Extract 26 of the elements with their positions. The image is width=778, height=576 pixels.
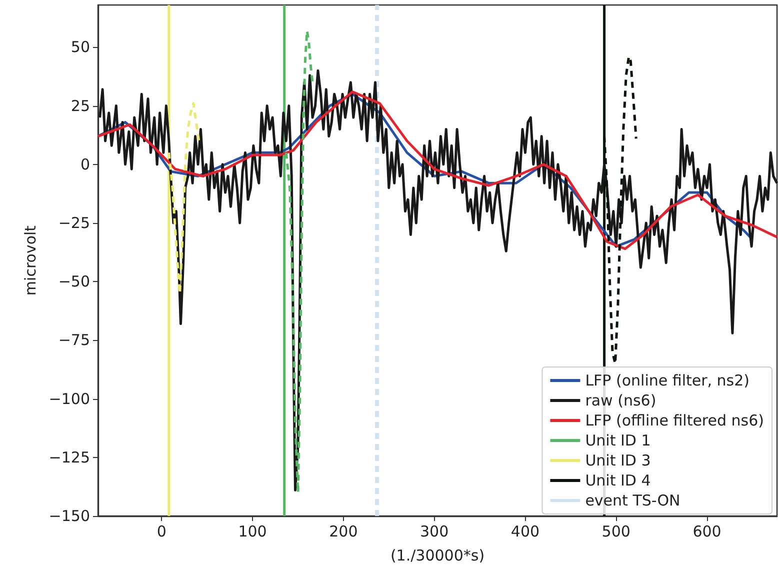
line-series [98, 69, 778, 492]
y-tick-label: −100 [48, 390, 90, 408]
y-tick-label: −150 [48, 507, 90, 525]
legend-label: LFP (offline filtered ns6) [585, 412, 764, 430]
x-tick-label: 200 [329, 522, 358, 540]
y-tick-label: −125 [48, 448, 90, 466]
legend-label: Unit ID 3 [585, 452, 651, 470]
y-tick-label: −25 [58, 214, 90, 232]
y-tick-label: 25 [70, 96, 90, 115]
x-tick-label: 500 [602, 522, 630, 540]
legend-label: Unit ID 4 [585, 472, 651, 490]
x-tick-label: 400 [510, 522, 540, 540]
y-tick-label: 0 [80, 155, 90, 174]
y-axis-title: microvolt [21, 225, 40, 296]
legend-label: raw (ns6) [585, 392, 656, 410]
legend-label: LFP (online filter, ns2) [585, 372, 750, 390]
x-tick-label: 100 [238, 522, 267, 540]
y-tick-label: −50 [58, 272, 90, 291]
y-tick-label: −75 [58, 331, 90, 350]
x-axis-title: (1./30000*s) [390, 546, 485, 564]
legend-label: event TS-ON [585, 492, 680, 510]
x-tick-label: 600 [692, 522, 722, 540]
x-tick-label: 300 [420, 522, 449, 540]
y-tick-label: 50 [70, 38, 90, 56]
x-tick-label: 0 [156, 522, 166, 540]
legend-label: Unit ID 1 [585, 432, 651, 450]
